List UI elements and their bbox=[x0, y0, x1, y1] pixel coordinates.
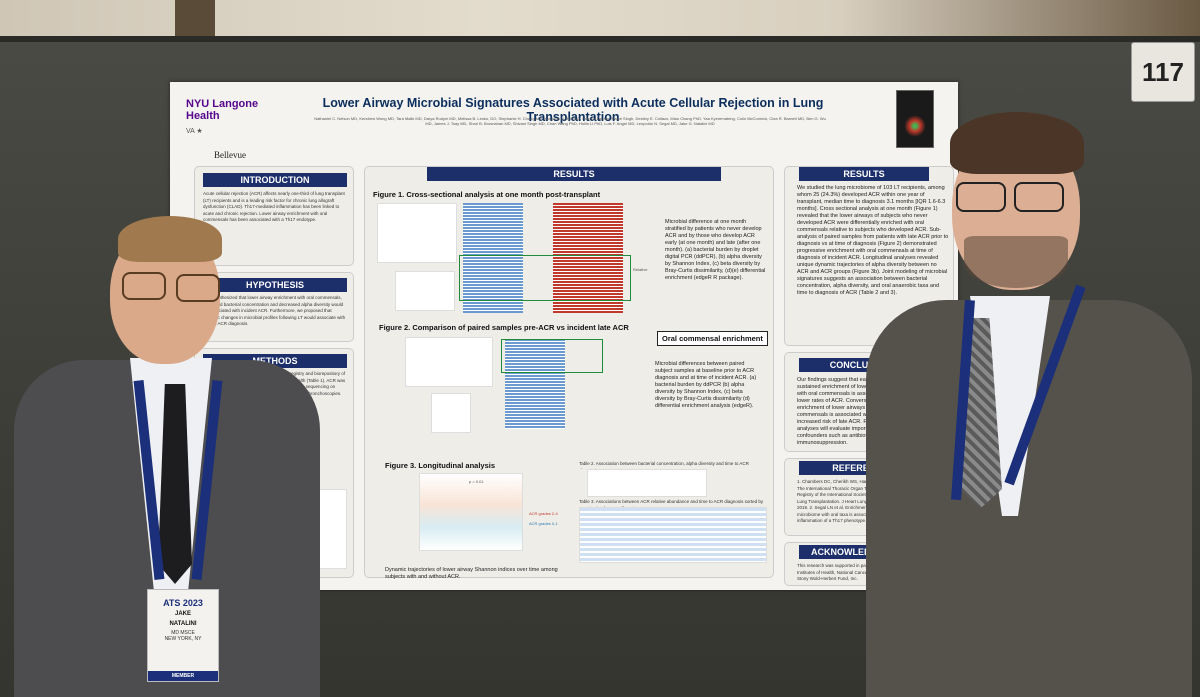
table2-title: Table 2. Association between bacterial c… bbox=[579, 461, 749, 469]
badge-location: NEW YORK, NY bbox=[164, 636, 202, 642]
figure1-caption: Microbial difference at one month strati… bbox=[665, 219, 766, 281]
poster-authors: Nathaniel C. Nelson MD, Kendrew Wong MD,… bbox=[314, 116, 826, 126]
figure1-volcano-right bbox=[553, 203, 623, 313]
right-person-beard bbox=[964, 236, 1068, 288]
nyu-langone-logo: NYU Langone Health VA ★ bbox=[186, 98, 266, 138]
badge-credentials: MD MSCE bbox=[171, 630, 195, 636]
figure2-boxplots bbox=[405, 337, 493, 387]
bellevue-logo: Bellevue bbox=[214, 150, 246, 160]
results-center-panel: RESULTS Figure 1. Cross-sectional analys… bbox=[364, 166, 774, 580]
left-person-tie bbox=[158, 384, 192, 584]
figure2-enrichment bbox=[505, 339, 565, 429]
table3 bbox=[579, 507, 767, 563]
results-text: We studied the lung microbiome of 103 LT… bbox=[797, 185, 949, 296]
references-text: 1. Chambers DC, Cherikh WS, Harhay MO, e… bbox=[797, 479, 896, 523]
badge-first-name: JAKE bbox=[174, 611, 191, 617]
logo-text: NYU Langone Health bbox=[186, 98, 259, 122]
oral-commensal-highlight-box-1 bbox=[459, 255, 631, 301]
figure1-legend: Relative bbox=[633, 267, 648, 272]
board-frame bbox=[0, 36, 1200, 46]
left-person-hair bbox=[118, 216, 222, 262]
hypothesis-text: We hypothesized that lower airway enrich… bbox=[203, 295, 346, 326]
table2 bbox=[587, 469, 707, 497]
figure2-pcoa bbox=[431, 393, 471, 433]
booth-number-sign: 117 bbox=[1131, 42, 1195, 102]
figure1-volcano-left bbox=[463, 203, 523, 313]
badge-last-name: NATALINI bbox=[169, 621, 197, 627]
poster-title: Lower Airway Microbial Signatures Associ… bbox=[322, 96, 824, 124]
figure2-caption: Microbial differences between paired sub… bbox=[655, 361, 757, 409]
va-logo-icon: VA ★ bbox=[186, 128, 203, 135]
figure1-pcoa bbox=[395, 271, 455, 311]
figure3-trajectory-plot bbox=[419, 473, 523, 551]
figure3-title: Figure 3. Longitudinal analysis bbox=[385, 461, 496, 470]
figure3-legend-acr-low: ACR grades 0-1 bbox=[529, 521, 558, 526]
introduction-text: Acute cellular rejection (ACR) affects n… bbox=[203, 191, 345, 222]
oral-commensal-callout: Oral commensal enrichment bbox=[657, 331, 768, 346]
figure3-pvalue: p = 0.01 bbox=[469, 479, 484, 484]
figure3-caption: Dynamic trajectories of lower airway Sha… bbox=[385, 567, 558, 580]
table3-title: Table 3. Associations between ACR relati… bbox=[579, 499, 764, 507]
hypothesis-panel: HYPOTHESIS We hypothesized that lower ai… bbox=[194, 272, 354, 342]
figure2-title: Figure 2. Comparison of paired samples p… bbox=[379, 323, 629, 332]
conclusions-text: Our findings suggest that early and sust… bbox=[797, 377, 896, 446]
right-person-glasses-right-lens bbox=[1014, 182, 1064, 212]
results-right-header: RESULTS bbox=[799, 167, 929, 181]
left-person-glasses-left-lens bbox=[122, 272, 166, 300]
hypothesis-header: HYPOTHESIS bbox=[203, 278, 347, 292]
results-center-header: RESULTS bbox=[427, 167, 721, 181]
name-badge: ATS 2023 JAKE NATALINI MD MSCE NEW YORK,… bbox=[147, 589, 219, 682]
acknowledgements-text: This research was supported in part by: … bbox=[797, 563, 894, 581]
figure3-legend-acr-high: ACR grades 2-4 bbox=[529, 511, 558, 516]
figure1-title: Figure 1. Cross-sectional analysis at on… bbox=[373, 190, 601, 199]
qr-code-image bbox=[896, 90, 934, 148]
badge-member-type: MEMBER bbox=[148, 671, 218, 681]
badge-event: ATS 2023 bbox=[163, 598, 203, 608]
figure1-boxplots bbox=[377, 203, 457, 263]
introduction-header: INTRODUCTION bbox=[203, 173, 347, 187]
right-person-hair bbox=[950, 112, 1084, 174]
oral-commensal-highlight-box-2 bbox=[501, 339, 603, 373]
left-person-glasses-right-lens bbox=[176, 274, 220, 302]
right-person-glasses-left-lens bbox=[956, 182, 1006, 212]
